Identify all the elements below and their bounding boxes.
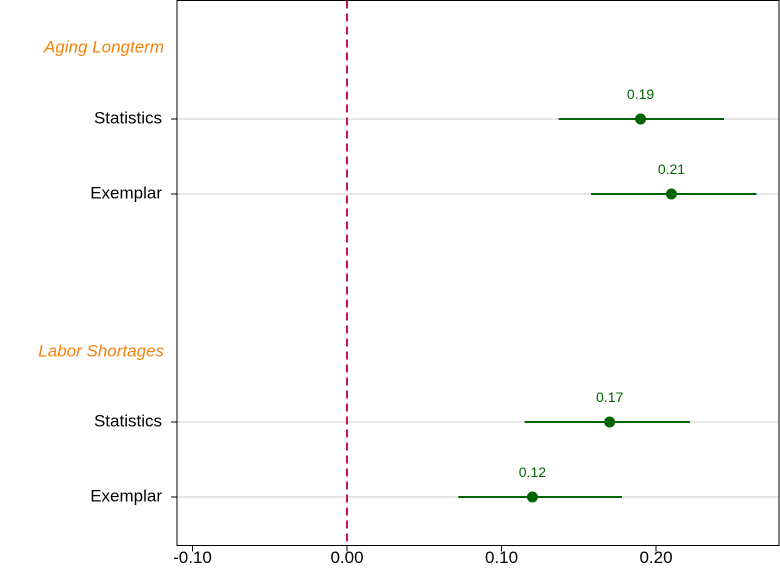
category-label: Exemplar — [90, 486, 162, 505]
point-estimate — [665, 188, 677, 200]
category-label: Statistics — [94, 411, 162, 430]
group-label: Aging Longterm — [43, 37, 164, 56]
plot-frame — [176, 0, 780, 546]
value-label: 0.21 — [658, 161, 685, 177]
x-tick-label: 0.00 — [330, 548, 363, 567]
point-estimate — [635, 113, 647, 125]
group-label: Labor Shortages — [38, 341, 164, 360]
value-label: 0.12 — [519, 464, 546, 480]
axis-labels: Aging Longterm Statistics Exemplar Labor Sh… — [38, 37, 672, 567]
x-tick-label: 0.10 — [485, 548, 518, 567]
value-label: 0.19 — [627, 86, 654, 102]
point-estimate — [526, 491, 538, 503]
value-label: 0.17 — [596, 389, 623, 405]
x-tick-label: -0.10 — [173, 548, 212, 567]
gridlines — [177, 118, 779, 498]
category-label: Statistics — [94, 108, 162, 127]
x-tick-label: 0.20 — [639, 548, 672, 567]
point-estimate — [604, 416, 616, 428]
category-label: Exemplar — [90, 183, 162, 202]
data-marks: 0.19 0.21 0.17 0.12 — [458, 86, 757, 503]
